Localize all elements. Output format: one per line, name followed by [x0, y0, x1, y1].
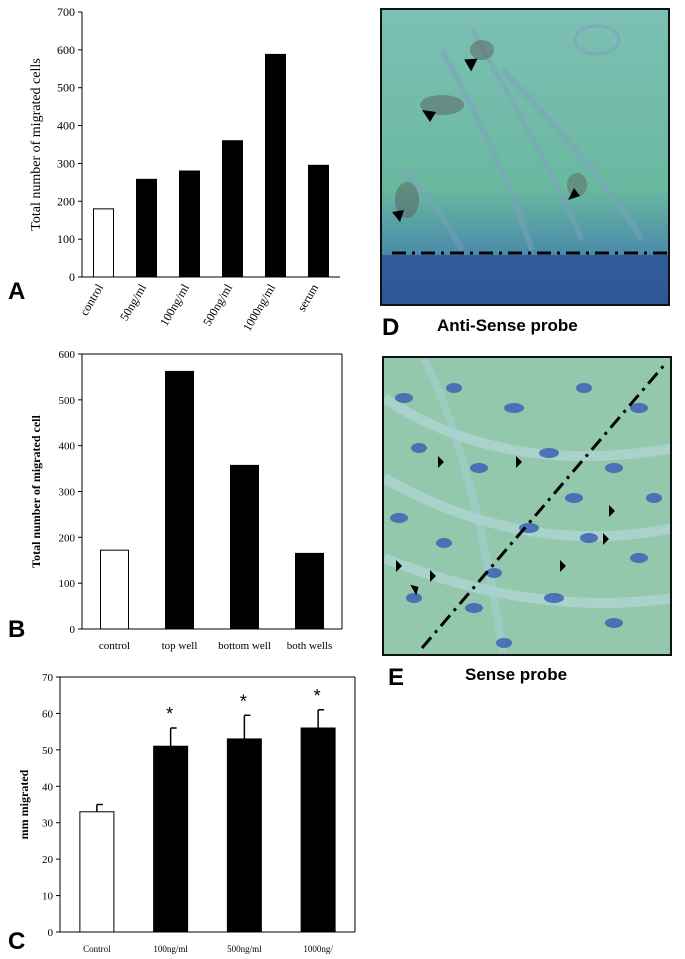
- bar-500ng-ml: [226, 738, 262, 933]
- x-tick-label: control: [77, 281, 106, 318]
- y-tick-label: 10: [42, 891, 54, 903]
- x-tick-label: 100ng/ml: [157, 281, 192, 328]
- micrograph-sense: [382, 356, 672, 656]
- y-tick-label: 300: [57, 156, 75, 170]
- bar-1000ng-: [300, 727, 336, 933]
- panel-letter-e: E: [388, 664, 405, 691]
- micrograph-anti-sense: [380, 8, 670, 306]
- y-tick-label: 100: [57, 232, 75, 246]
- y-tick-label: 400: [57, 119, 75, 133]
- y-tick-label: 300: [59, 487, 76, 499]
- y-tick-label: 20: [42, 854, 54, 866]
- y-tick-label: 0: [70, 624, 76, 636]
- y-tick-label: 200: [57, 194, 75, 208]
- micrograph-d-image: [382, 10, 668, 304]
- bar-1000ng-ml: [265, 53, 286, 278]
- y-axis-label: mm migrated: [17, 769, 31, 839]
- y-tick-label: 0: [69, 270, 75, 284]
- panel-letter-a: A: [8, 278, 26, 305]
- bar-100ng-ml: [179, 170, 200, 278]
- y-tick-label: 600: [57, 43, 75, 57]
- y-tick-label: 0: [48, 927, 54, 939]
- x-tick-label: 50ng/ml: [117, 281, 149, 323]
- bar-serum: [308, 164, 329, 278]
- significance-marker: *: [314, 686, 321, 706]
- x-tick-label: Control: [83, 944, 111, 954]
- caption-anti-sense: Anti-Sense probe: [437, 316, 578, 335]
- caption-sense: Sense probe: [465, 665, 568, 684]
- y-tick-label: 40: [42, 781, 54, 793]
- chart-b-group: 0 100 200 300 400 500 600 Total number of migra…: [29, 349, 343, 652]
- x-tick-label: 100ng/ml: [153, 944, 188, 954]
- bar-bottom-well: [230, 464, 259, 630]
- y-axis-label: Total number of migrated cell: [29, 415, 43, 568]
- bar-50ng-ml: [136, 178, 157, 278]
- bar-500ng-ml: [222, 140, 243, 278]
- y-tick-label: 500: [57, 81, 75, 95]
- y-tick-label: 600: [59, 349, 76, 361]
- panel-letter-d: D: [382, 314, 400, 341]
- micrograph-e-image: [384, 358, 670, 654]
- x-tick-label: 500ng/ml: [227, 944, 262, 954]
- x-tick-label: control: [99, 640, 130, 652]
- y-tick-label: 200: [59, 532, 76, 544]
- y-tick-label: 100: [59, 578, 76, 590]
- panel-letter-b: B: [8, 616, 26, 643]
- y-tick-label: 50: [42, 745, 54, 757]
- bar-top-well: [165, 370, 194, 630]
- panel-letter-c: C: [8, 928, 26, 955]
- bar-control: [79, 811, 115, 933]
- y-tick-label: 700: [57, 5, 75, 19]
- significance-marker: *: [166, 704, 173, 724]
- x-tick-label: top well: [162, 640, 198, 652]
- chart-c-group: 0 10 20 30 40 50 60 70 mm migrated Control * 100ng/…: [17, 672, 356, 954]
- significance-marker: *: [240, 691, 247, 711]
- bar-control: [100, 549, 129, 630]
- bar-100ng-ml: [153, 745, 189, 933]
- x-tick-label: both wells: [287, 640, 333, 652]
- x-tick-label: serum: [294, 281, 321, 314]
- y-tick-label: 60: [42, 708, 54, 720]
- x-tick-label: 1000ng/ml: [240, 281, 278, 334]
- y-axis-label: Total number of migrated cells: [29, 58, 44, 230]
- y-tick-label: 30: [42, 818, 54, 830]
- y-tick-label: 400: [59, 441, 76, 453]
- x-tick-label: 500ng/ml: [200, 281, 235, 328]
- x-tick-label: 1000ng/: [303, 944, 333, 954]
- x-tick-label: bottom well: [218, 640, 271, 652]
- bar-both-wells: [295, 552, 324, 630]
- y-tick-label: 70: [42, 672, 54, 684]
- chart-a-group: 0 100 200 300 400 500 600 700 Total number of mi…: [29, 5, 340, 334]
- y-tick-label: 500: [59, 395, 76, 407]
- bar-control: [93, 208, 114, 278]
